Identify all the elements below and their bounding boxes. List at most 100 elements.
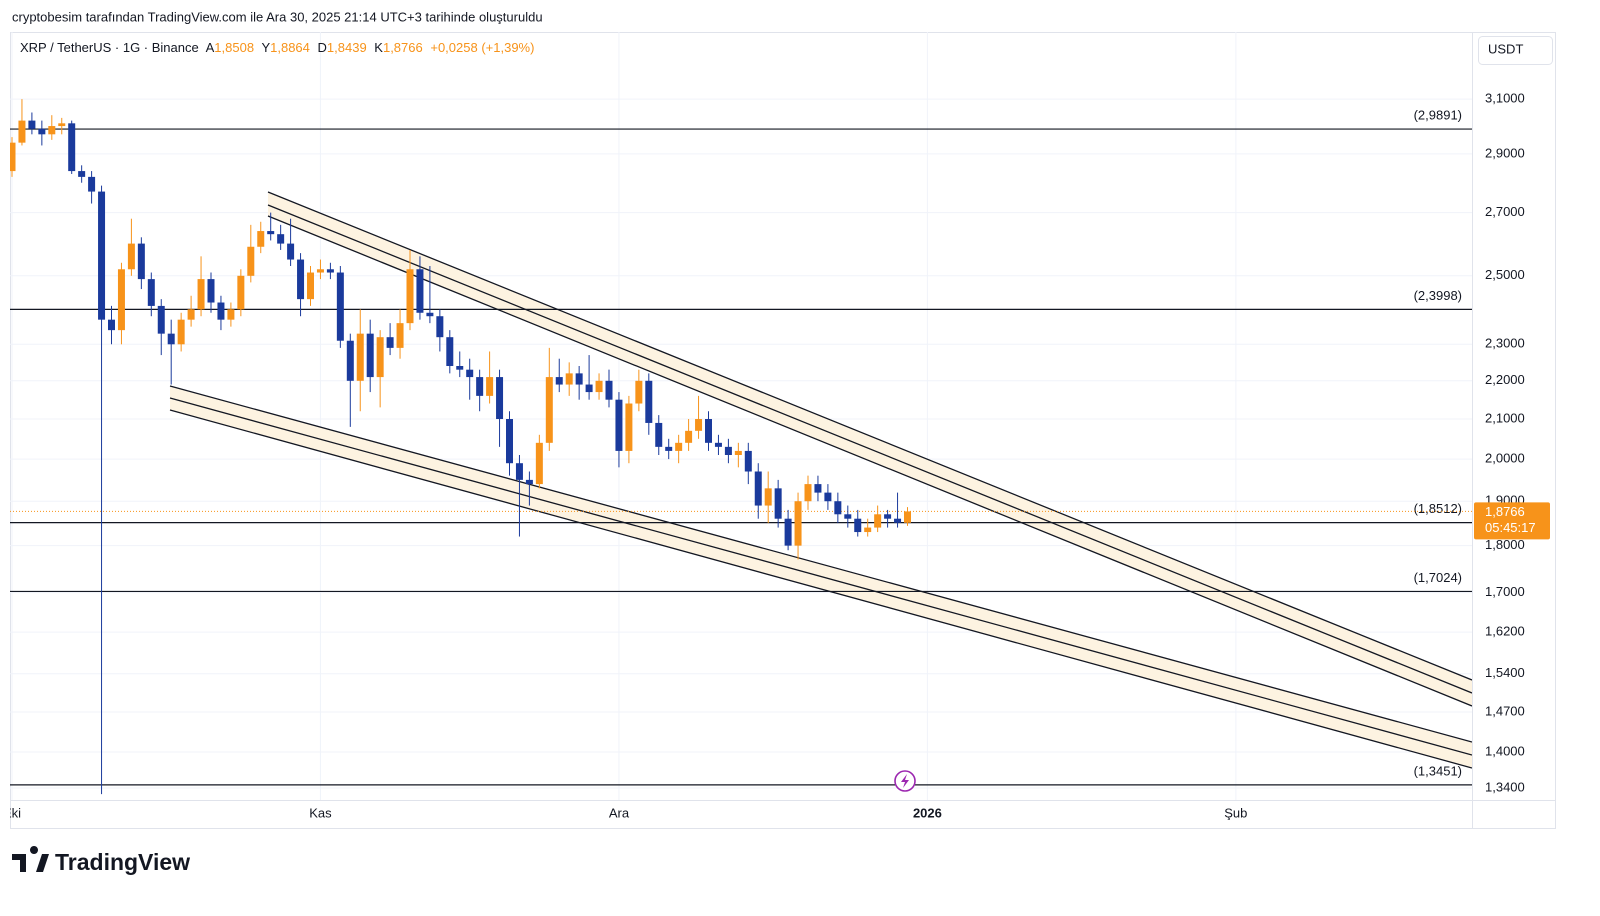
candle-body	[605, 380, 613, 400]
y-tick-label: 1,4000	[1485, 743, 1525, 758]
candle-body	[635, 380, 643, 404]
candle-body	[506, 419, 513, 464]
candle-body	[436, 316, 444, 338]
channels	[169, 191, 1472, 769]
candle-body	[88, 176, 96, 192]
candle-body	[705, 419, 712, 443]
candle-body	[824, 492, 832, 502]
candle-body	[535, 442, 543, 485]
candle-body	[316, 269, 324, 273]
candle-body	[177, 319, 185, 345]
x-tick-label: Eki	[3, 805, 21, 820]
candle-body	[884, 514, 892, 519]
candle-body	[764, 488, 772, 506]
candle-body	[615, 399, 623, 451]
candle-body	[68, 123, 76, 172]
candle-body	[127, 243, 135, 270]
candle-body	[814, 484, 822, 493]
candle-body	[496, 377, 504, 420]
candle-body	[426, 312, 434, 317]
candle-body	[555, 377, 563, 385]
candle-body	[356, 333, 364, 381]
legend-value: 1,8508	[214, 40, 254, 55]
candle-body	[515, 463, 523, 480]
x-axis: Eki Kas Ara 2026 Şub	[3, 805, 1247, 820]
candles	[10, 99, 911, 795]
x-tick-label: Şub	[1224, 805, 1247, 820]
candle-body	[854, 518, 862, 533]
upper-channel-line	[267, 191, 1472, 681]
legend-value: 1,8766	[383, 40, 423, 55]
candle-body	[257, 231, 265, 247]
lower-channel-line	[169, 397, 1472, 756]
candle-body	[247, 246, 255, 276]
candle-body	[774, 488, 782, 519]
candle-body	[78, 171, 86, 177]
candle-body	[834, 501, 842, 515]
candle-body	[227, 309, 235, 320]
x-tick-label: 2026	[913, 805, 942, 820]
candle-body	[267, 231, 275, 235]
levels: (2,9891) (2,3998) (1,8512) (1,7024) (1,3451)	[10, 107, 1472, 786]
y-tick-label: 2,1000	[1485, 410, 1525, 425]
y-tick-label: 2,3000	[1485, 336, 1525, 351]
logo-text: TradingView	[55, 849, 190, 875]
legend: XRP / TetherUS · 1G · Binance A1,8508 Y1…	[20, 40, 534, 55]
candle-body	[207, 279, 215, 303]
candle-body	[804, 484, 812, 502]
x-tick-label: Ara	[609, 805, 630, 820]
y-tick-label: 1,8000	[1485, 537, 1525, 552]
candle-body	[456, 366, 464, 370]
candle-body	[167, 333, 175, 345]
lower-channel-line	[169, 409, 1472, 769]
candle-body	[476, 377, 484, 396]
candle-body	[416, 269, 424, 313]
legend-value: 1,8439	[327, 40, 367, 55]
logo-mark	[36, 854, 49, 872]
candle-body	[10, 142, 16, 172]
candle-body	[108, 319, 115, 331]
symbol: XRP / TetherUS · 1G · Binance	[20, 40, 199, 55]
candle-body	[277, 234, 285, 244]
candle-body	[844, 514, 852, 519]
candle-body	[724, 446, 732, 455]
candle-body	[187, 309, 195, 320]
candle-body	[545, 377, 553, 443]
candle-body	[386, 337, 394, 348]
y-tick-label: 2,5000	[1485, 267, 1525, 282]
x-tick-label: Kas	[309, 805, 332, 820]
candle-body	[625, 403, 633, 451]
candle-body	[406, 269, 414, 324]
y-tick-label: 3,1000	[1485, 91, 1525, 106]
candle-body	[58, 123, 66, 127]
logo-mark	[12, 846, 39, 872]
currency-box[interactable]	[1478, 36, 1553, 65]
y-tick-label: 1,5400	[1485, 665, 1525, 680]
candle-body	[147, 279, 155, 306]
level-label: (1,8512)	[1414, 501, 1462, 516]
y-tick-label: 2,0000	[1485, 451, 1525, 466]
y-tick-label: 1,7000	[1485, 584, 1525, 599]
candle-body	[894, 518, 902, 523]
legend-key: A	[206, 40, 215, 55]
candle-body	[695, 419, 703, 431]
candle-body	[396, 323, 404, 348]
candle-body	[585, 384, 593, 393]
candle-body	[744, 450, 752, 472]
candle-body	[655, 422, 663, 447]
candle-body	[98, 191, 106, 320]
lower-channel-line	[169, 385, 1472, 743]
candle-body	[326, 269, 334, 273]
candle-body	[595, 380, 603, 393]
candle-body	[117, 269, 125, 331]
candle-body	[217, 302, 225, 320]
header-text: cryptobesim tarafından TradingView.com i…	[12, 9, 543, 24]
level-label: (1,3451)	[1414, 763, 1462, 778]
candle-body	[784, 518, 792, 546]
upper-channel-line	[267, 215, 1472, 707]
level-label: (2,3998)	[1414, 288, 1462, 303]
candle-body	[28, 120, 36, 129]
currency: USDT	[1488, 41, 1523, 56]
